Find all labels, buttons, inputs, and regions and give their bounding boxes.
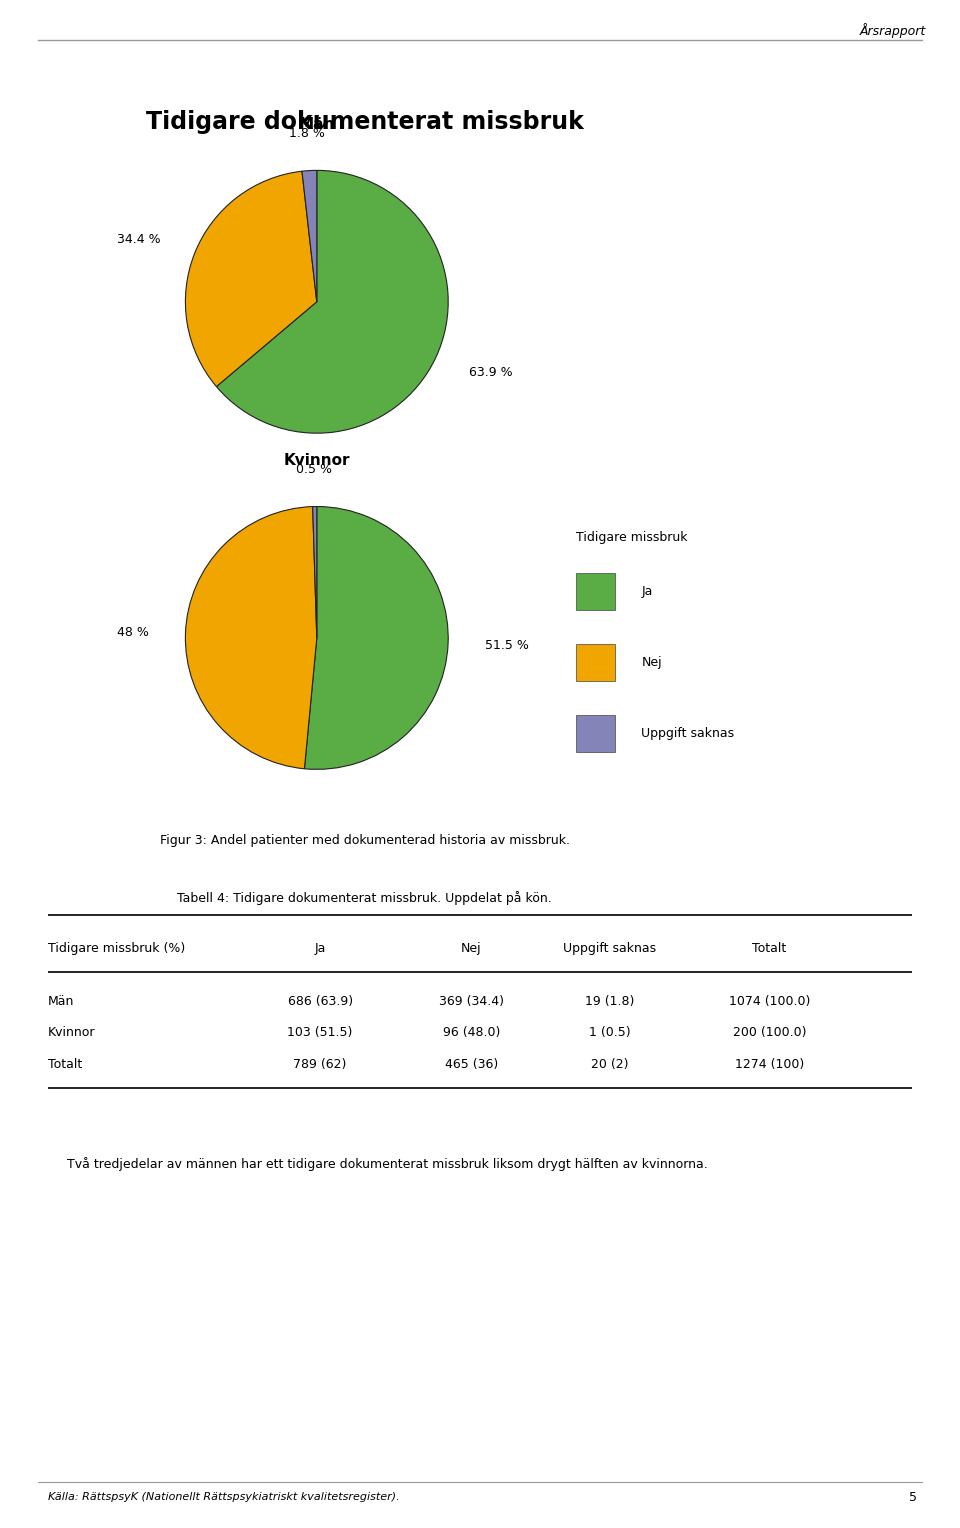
Wedge shape	[304, 507, 448, 769]
Wedge shape	[185, 171, 317, 387]
Bar	[576, 643, 615, 680]
Text: 1274 (100): 1274 (100)	[734, 1057, 804, 1071]
Text: 96 (48.0): 96 (48.0)	[443, 1027, 500, 1039]
Text: 0.5 %: 0.5 %	[296, 463, 332, 477]
Text: Totalt: Totalt	[48, 1057, 83, 1071]
Text: Uppgift saknas: Uppgift saknas	[563, 941, 657, 955]
Text: 103 (51.5): 103 (51.5)	[287, 1027, 353, 1039]
Wedge shape	[185, 507, 317, 769]
Text: 465 (36): 465 (36)	[444, 1057, 498, 1071]
Title: Män: Män	[299, 118, 335, 133]
Text: Totalt: Totalt	[753, 941, 786, 955]
Text: Nej: Nej	[641, 656, 661, 669]
Text: 51.5 %: 51.5 %	[485, 639, 529, 652]
Bar	[576, 715, 615, 752]
Text: 48 %: 48 %	[117, 626, 149, 639]
Title: Kvinnor: Kvinnor	[283, 454, 350, 469]
Text: 1074 (100.0): 1074 (100.0)	[729, 995, 810, 1008]
Text: 1 (0.5): 1 (0.5)	[588, 1027, 631, 1039]
Text: 369 (34.4): 369 (34.4)	[439, 995, 504, 1008]
Bar	[576, 573, 615, 610]
Text: Tidigare missbruk (%): Tidigare missbruk (%)	[48, 941, 185, 955]
Text: 20 (2): 20 (2)	[590, 1057, 629, 1071]
Text: 34.4 %: 34.4 %	[117, 234, 160, 246]
Text: 19 (1.8): 19 (1.8)	[585, 995, 635, 1008]
Text: 200 (100.0): 200 (100.0)	[732, 1027, 806, 1039]
Text: Män: Män	[48, 995, 74, 1008]
Text: 1.8 %: 1.8 %	[289, 127, 325, 141]
Wedge shape	[313, 507, 317, 639]
Text: 5: 5	[909, 1491, 917, 1504]
Text: Källa: RättspsyK (Nationellt Rättspsykiatriskt kvalitetsregister).: Källa: RättspsyK (Nationellt Rättspsykia…	[48, 1493, 399, 1502]
Text: Ja: Ja	[315, 941, 325, 955]
Text: Två tredjedelar av männen har ett tidigare dokumenterat missbruk liksom drygt hä: Två tredjedelar av männen har ett tidiga…	[67, 1157, 708, 1172]
Wedge shape	[216, 171, 448, 432]
Text: Tabell 4: Tidigare dokumenterat missbruk. Uppdelat på kön.: Tabell 4: Tidigare dokumenterat missbruk…	[178, 891, 552, 906]
Text: Kvinnor: Kvinnor	[48, 1027, 95, 1039]
Text: Tidigare dokumenterat missbruk: Tidigare dokumenterat missbruk	[146, 110, 584, 134]
Text: Ja: Ja	[641, 585, 653, 597]
Wedge shape	[302, 171, 317, 303]
Text: 63.9 %: 63.9 %	[469, 367, 513, 379]
Text: Figur 3: Andel patienter med dokumenterad historia av missbruk.: Figur 3: Andel patienter med dokumentera…	[159, 834, 570, 847]
Text: Tidigare missbruk: Tidigare missbruk	[576, 532, 687, 544]
Text: Nej: Nej	[461, 941, 482, 955]
Text: 789 (62): 789 (62)	[294, 1057, 347, 1071]
Text: Uppgift saknas: Uppgift saknas	[641, 727, 734, 740]
Text: 686 (63.9): 686 (63.9)	[288, 995, 352, 1008]
Text: Årsrapport: Årsrapport	[860, 23, 926, 38]
